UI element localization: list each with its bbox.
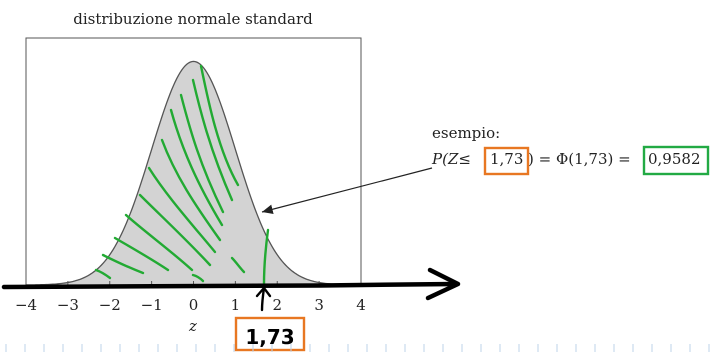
shading-stroke (179, 93, 225, 214)
shading-stroke (191, 273, 205, 283)
handwritten-value-box (234, 316, 306, 352)
formula-middle: ) = Φ(1,73) = (528, 150, 631, 168)
x-tick-label: 0 (189, 296, 199, 314)
shading-stroke (138, 193, 212, 267)
shading-stroke (160, 138, 222, 242)
chart-title: distribuzione normale standard (73, 10, 313, 28)
boundary-stroke (262, 228, 270, 286)
x-tick-label: −2 (99, 296, 121, 314)
x-tick-label: 4 (356, 296, 366, 314)
shading-stroke (113, 236, 170, 272)
formula-value: 1,73 (490, 150, 523, 168)
annotation-pointer-arrow (261, 167, 433, 214)
result-highlight-box (642, 145, 710, 176)
x-axis-label: z (188, 317, 197, 335)
value-highlight-box (483, 146, 530, 176)
shading-stroke (169, 108, 224, 227)
x-tick-label: 2 (272, 296, 282, 314)
ruler-ticks (5, 344, 710, 352)
shading-stroke (94, 268, 112, 280)
distribution-curve (26, 60, 361, 285)
x-tick-label: 3 (314, 296, 324, 314)
handwritten-up-arrow (255, 286, 272, 312)
axis-arrow-head (425, 267, 461, 301)
shading-stroke (124, 213, 194, 272)
x-tick-label: −4 (15, 296, 37, 314)
shading-stroke (230, 256, 246, 274)
x-tick-label: −3 (57, 296, 79, 314)
formula-result: 0,9582 (648, 150, 701, 168)
shading-stroke (147, 166, 217, 254)
formula-prefix: P(Z≤ (431, 150, 471, 168)
handwritten-shading (94, 64, 270, 286)
shading-stroke (191, 78, 234, 202)
x-tick-label: 1 (231, 296, 241, 314)
shading-stroke (101, 253, 145, 275)
x-axis-ticks: −4 −3 −2 −1 0 1 2 3 4 (15, 281, 366, 314)
axis-arrow (1, 281, 458, 290)
shading-stroke (199, 64, 240, 187)
example-label: esempio: (432, 124, 500, 142)
handwritten-value: 1,73 (245, 325, 294, 349)
x-tick-label: −1 (141, 296, 163, 314)
